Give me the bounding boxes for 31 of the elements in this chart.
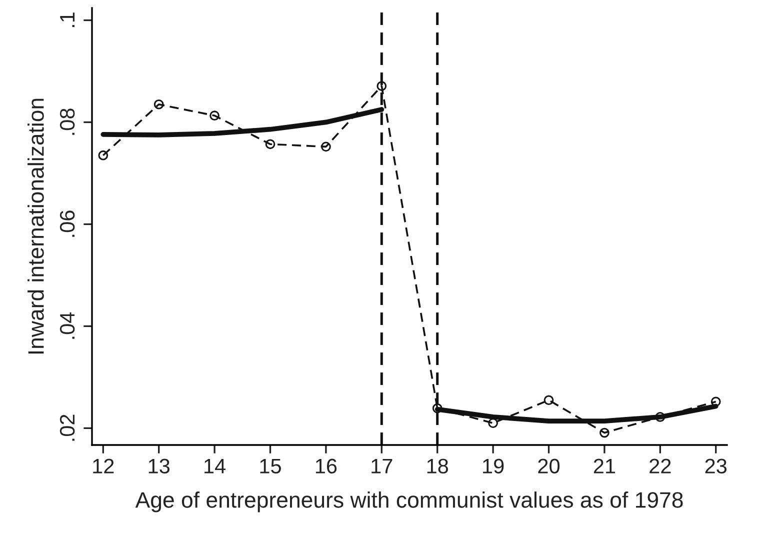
y-tick-label: .02 (60, 414, 75, 441)
x-tick-label: 16 (316, 458, 337, 474)
x-tick-label: 14 (204, 458, 226, 474)
point (600, 428, 610, 438)
x-tick-label: 13 (148, 458, 170, 474)
x-tick-label: 20 (538, 458, 560, 474)
y-tick-label: .04 (60, 312, 75, 339)
point (154, 99, 164, 110)
x-tick-label: 19 (483, 458, 504, 474)
point (488, 418, 498, 428)
point (432, 403, 442, 414)
y-tick-label: .08 (60, 108, 75, 135)
point (265, 139, 276, 150)
point (98, 150, 108, 160)
y-tick-label: .1 (60, 12, 74, 28)
point (544, 395, 554, 406)
point (655, 412, 666, 422)
x-tick-label: 12 (93, 458, 114, 474)
point (710, 396, 721, 407)
y-axis-title: Inward internationalization (28, 98, 44, 354)
x-tick-label: 22 (650, 458, 671, 474)
y-tick-label: .06 (60, 210, 75, 237)
x-tick-label: 18 (427, 458, 448, 474)
x-tick-label: 21 (594, 458, 616, 474)
point (321, 142, 331, 152)
x-tick-label: 17 (372, 458, 392, 474)
x-tick-label: 15 (260, 458, 281, 474)
x-axis-title: Age of entrepreneurs with communist values as of 1978 (135, 492, 683, 512)
point (376, 81, 387, 91)
x-tick-label: 23 (705, 458, 727, 474)
point (210, 110, 220, 121)
